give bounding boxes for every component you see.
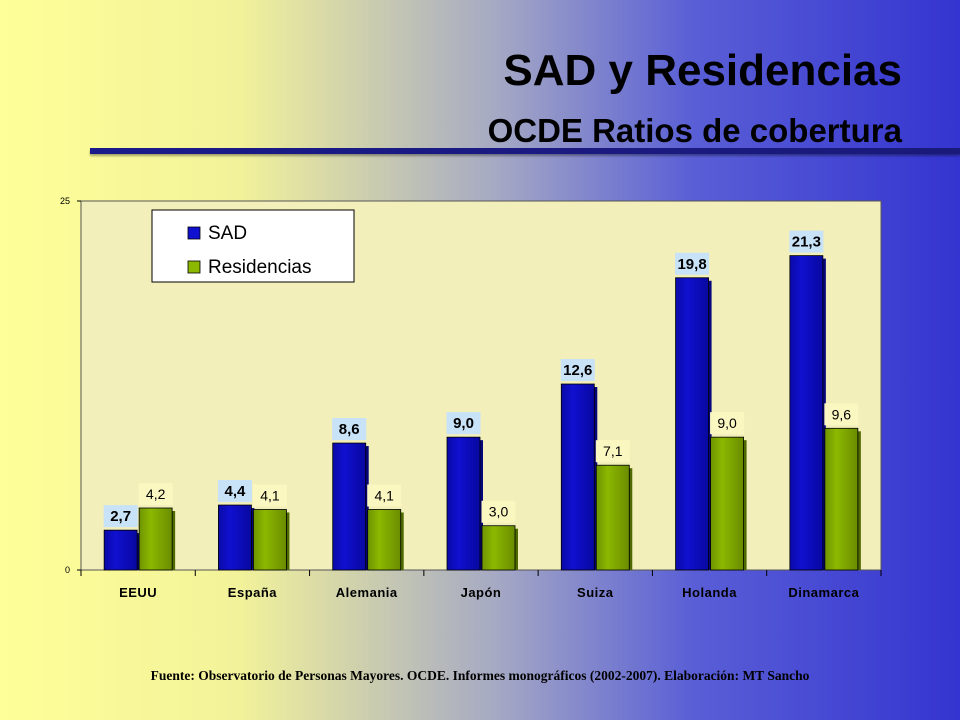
bar-sad (103, 529, 138, 571)
data-label-residencias: 7,1 (603, 443, 623, 459)
data-label-bg-residencias (138, 483, 173, 506)
legend-swatch-residencias (187, 260, 201, 274)
x-tick-label: España (228, 585, 278, 600)
data-label-residencias: 9,0 (717, 415, 737, 431)
legend-label-residencias: Residencias (208, 257, 312, 278)
bar-sad (560, 383, 595, 571)
bar-side-residencias (286, 512, 290, 570)
bar-side-residencias (515, 528, 518, 570)
data-label-residencias: 9,6 (832, 406, 852, 422)
data-label-bg-sad (789, 230, 824, 253)
bar-residencias (138, 507, 173, 571)
data-label-sad: 4,4 (224, 483, 246, 500)
data-label-bg-sad (446, 412, 481, 435)
bar-sad (446, 436, 481, 571)
bar-sad (789, 255, 824, 571)
bar-sad (332, 442, 367, 571)
data-label-bg-residencias (367, 484, 402, 507)
legend-box (151, 209, 355, 283)
bar-side-residencias (743, 440, 747, 570)
title-underline (90, 148, 960, 154)
data-label-sad: 12,6 (563, 362, 592, 379)
x-tick-label: EEUU (119, 585, 157, 600)
bar-residencias (253, 509, 287, 571)
x-tick-label: Suiza (577, 585, 614, 600)
bar-residencias (595, 464, 630, 571)
legend-label-sad: SAD (208, 223, 247, 244)
x-tick-label: Alemania (336, 585, 398, 600)
data-label-bg-residencias (710, 412, 745, 435)
bar-side-sad (594, 387, 598, 570)
y-tick-label-top: 25 (60, 196, 70, 206)
legend-swatch-sad (187, 226, 201, 240)
bar-sad (218, 504, 252, 571)
bar-sad (675, 277, 709, 571)
data-label-residencias: 4,1 (374, 487, 394, 503)
data-label-bg-sad (332, 418, 367, 441)
bar-residencias (481, 525, 516, 571)
data-label-bg-residencias (824, 403, 859, 426)
data-label-sad: 8,6 (339, 421, 360, 438)
y-tick-label-bottom: 0 (65, 565, 70, 575)
bar-side-sad (365, 446, 369, 570)
slide-subtitle: OCDE Ratios de cobertura (487, 112, 902, 149)
bar-residencias (824, 427, 859, 571)
bar-residencias (710, 436, 744, 571)
bar-side-sad (137, 533, 141, 570)
bar-side-residencias (400, 512, 404, 570)
slide-title: SAD y Residencias (503, 46, 902, 95)
data-label-sad: 9,0 (453, 415, 474, 432)
data-label-residencias: 4,2 (146, 486, 166, 502)
data-label-bg-sad (103, 505, 138, 528)
bar-side-residencias (172, 511, 176, 570)
data-label-bg-sad (560, 359, 595, 382)
data-label-sad: 21,3 (792, 234, 821, 251)
data-label-sad: 19,8 (677, 256, 706, 273)
bar-side-residencias (629, 468, 633, 570)
data-label-residencias: 4,1 (260, 487, 280, 503)
source-note: Fuente: Observatorio de Personas Mayores… (150, 668, 810, 683)
bar-chart: 25 0 2,7 4,2 EEUU 4,4 4,1 España 8,6 4,1 Alemania 9… (60, 196, 882, 600)
data-label-bg-residencias (252, 484, 287, 507)
bar-side-residencias (857, 431, 861, 570)
x-tick-label: Holanda (682, 585, 737, 600)
data-label-bg-residencias (595, 440, 630, 463)
x-tick-label: Japón (461, 585, 502, 600)
bar-residencias (367, 509, 402, 571)
data-label-residencias: 3,0 (489, 504, 509, 520)
data-label-bg-sad (675, 252, 710, 275)
bar-side-sad (251, 508, 255, 570)
x-tick-label: Dinamarca (788, 585, 859, 600)
data-label-bg-residencias (481, 500, 516, 523)
data-label-bg-sad (217, 480, 252, 503)
data-label-sad: 2,7 (110, 508, 131, 525)
